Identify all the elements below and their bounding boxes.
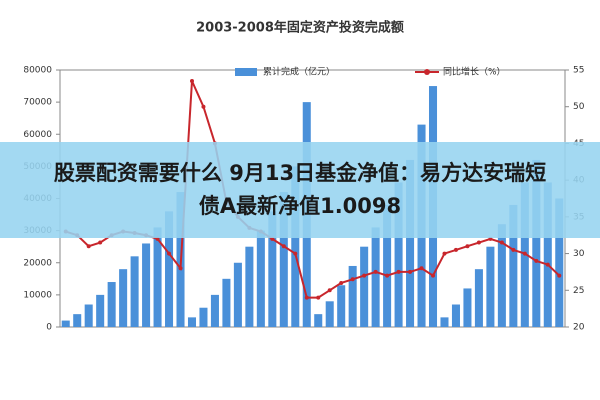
bar [245,246,254,327]
bar [153,227,162,327]
legend-swatch [235,68,257,76]
line-marker [408,269,413,274]
bar [119,269,128,327]
line-marker [465,244,470,249]
line-marker [281,244,286,249]
line-marker [476,240,481,245]
y-tick-label: 20000 [23,258,52,268]
chart-title: 2003-2008年固定资产投资完成额 [196,20,404,36]
line-marker [442,251,447,256]
y2-tick-label: 20 [573,323,585,333]
banner: 股票配资需要什么 9月13日基金净值：易方达安瑞短 债A最新净值1.0098 [0,142,600,238]
bar [371,227,380,327]
y-tick-label: 80000 [23,66,52,76]
bar [210,294,219,327]
bar [497,224,506,327]
bar [383,204,392,327]
line-marker [419,266,424,271]
line-marker [316,295,321,300]
bar [348,265,357,327]
line-marker [511,247,516,252]
bar [406,159,415,327]
bar [199,307,208,327]
line-marker [350,277,355,282]
bar [451,304,460,327]
legend-label: 同比增长（%） [443,66,506,78]
bar [474,269,483,327]
banner-line: 债A最新净值1.0098 [198,194,402,218]
line-marker [362,273,367,278]
line-marker [201,104,206,109]
bar [279,192,288,327]
bar [256,230,265,327]
bar [543,182,552,327]
bar [165,211,174,327]
bar [268,211,277,327]
bar [61,320,70,327]
y-tick-label: 0 [46,323,52,333]
bar [142,243,151,327]
legend-marker [424,69,430,75]
bar [314,314,323,327]
bar [96,294,105,327]
y2-tick-label: 30 [573,249,585,259]
bar [486,246,495,327]
bar [222,278,231,327]
line-marker [178,266,183,271]
y2-tick-label: 25 [573,286,584,296]
line-marker [293,251,298,256]
bar [130,256,139,327]
line-marker [499,240,504,245]
line-marker [431,273,436,278]
line-marker [385,273,390,278]
line-marker [98,240,103,245]
line-marker [327,288,332,293]
line-marker [396,269,401,274]
bar [325,301,334,327]
y-tick-label: 60000 [23,130,52,140]
bar [337,285,346,327]
y2-tick-label: 55 [573,66,584,76]
bar [187,317,197,327]
bar [73,314,82,327]
line-marker [373,269,378,274]
line-marker [189,79,194,84]
line-marker [86,244,91,249]
line-marker [453,247,458,252]
bar [440,317,449,327]
bar [360,246,369,327]
banner-line: 股票配资需要什么 9月13日基金净值：易方达安瑞短 [53,161,547,185]
bar [532,159,541,327]
line-marker [522,251,527,256]
line-marker [545,262,550,267]
line-marker [339,280,344,285]
line-marker [534,258,539,263]
line-marker [304,295,309,300]
bar [555,198,564,327]
y-tick-label: 70000 [23,98,52,108]
bar [233,262,242,327]
y2-tick-label: 50 [573,102,585,112]
bar [509,204,518,327]
bar [463,288,472,327]
bar [394,182,403,327]
bar [291,166,300,327]
line-marker [167,251,172,256]
y-tick-label: 10000 [23,290,52,300]
line-marker [557,273,562,278]
bar [84,304,93,327]
legend-label: 累计完成（亿元） [263,66,335,78]
bar [107,282,116,327]
